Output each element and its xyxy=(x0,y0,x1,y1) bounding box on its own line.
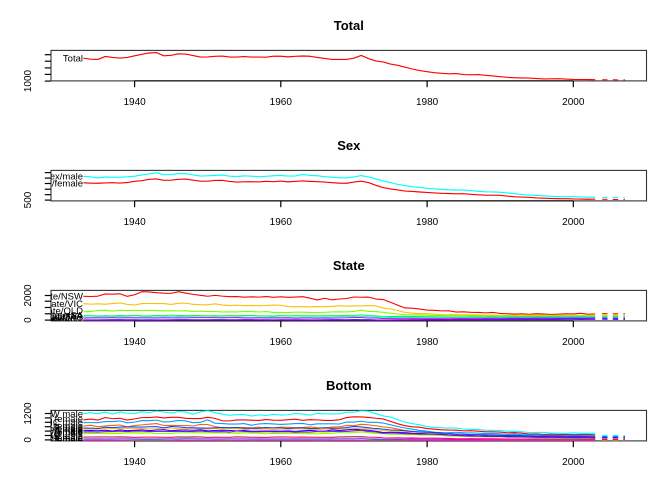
svg-text:State/ACT: State/ACT xyxy=(39,315,83,326)
svg-text:State/WA: State/WA xyxy=(43,312,83,323)
svg-text:State: State xyxy=(333,258,365,273)
svg-text:1000: 1000 xyxy=(23,69,34,92)
svg-text:ACT female: ACT female xyxy=(33,435,83,446)
svg-text:VIC female: VIC female xyxy=(36,421,83,432)
svg-text:NSW female: NSW female xyxy=(30,414,83,425)
svg-text:1960: 1960 xyxy=(270,97,293,108)
svg-text:TAS female: TAS female xyxy=(34,433,83,444)
svg-text:1980: 1980 xyxy=(416,457,439,468)
svg-text:QLD female: QLD female xyxy=(32,424,83,435)
svg-text:SA male: SA male xyxy=(48,425,83,436)
svg-text:1960: 1960 xyxy=(270,217,293,228)
svg-text:State/QLD: State/QLD xyxy=(39,306,83,317)
svg-text:1960: 1960 xyxy=(270,337,293,348)
svg-text:Total: Total xyxy=(334,18,364,33)
svg-text:TAS male: TAS male xyxy=(42,432,83,443)
svg-text:0: 0 xyxy=(23,437,34,443)
svg-text:2000: 2000 xyxy=(562,217,585,228)
svg-text:1960: 1960 xyxy=(270,457,293,468)
svg-text:Sex/male: Sex/male xyxy=(43,171,83,182)
svg-text:State/NT: State/NT xyxy=(46,314,84,325)
svg-text:Sex: Sex xyxy=(337,138,361,153)
svg-text:State/NSW: State/NSW xyxy=(36,291,83,302)
svg-text:1940: 1940 xyxy=(123,217,146,228)
svg-text:1980: 1980 xyxy=(416,217,439,228)
svg-text:2000: 2000 xyxy=(562,97,585,108)
svg-text:State/SA: State/SA xyxy=(46,310,84,321)
svg-text:WA female: WA female xyxy=(37,428,83,439)
svg-text:1200: 1200 xyxy=(23,402,34,425)
svg-text:WA male: WA male xyxy=(45,426,83,437)
svg-text:2000: 2000 xyxy=(23,284,34,307)
svg-text:1940: 1940 xyxy=(123,97,146,108)
svg-text:SA female: SA female xyxy=(40,427,83,438)
svg-text:NT female: NT female xyxy=(39,435,83,446)
svg-text:State/VIC: State/VIC xyxy=(42,299,83,310)
svg-text:State/TAS: State/TAS xyxy=(40,313,83,324)
svg-text:QLD male: QLD male xyxy=(40,423,83,434)
svg-text:1980: 1980 xyxy=(416,337,439,348)
svg-text:1980: 1980 xyxy=(416,97,439,108)
svg-text:1940: 1940 xyxy=(123,457,146,468)
svg-text:1940: 1940 xyxy=(123,337,146,348)
svg-text:2000: 2000 xyxy=(562,337,585,348)
svg-text:2000: 2000 xyxy=(562,457,585,468)
svg-text:Total: Total xyxy=(63,54,83,65)
svg-text:ACT male: ACT male xyxy=(41,435,83,446)
svg-text:0: 0 xyxy=(23,317,34,323)
svg-text:VIC male: VIC male xyxy=(44,417,83,428)
svg-text:500: 500 xyxy=(23,191,34,208)
svg-text:NT male: NT male xyxy=(47,434,83,445)
svg-text:Bottom: Bottom xyxy=(326,378,372,393)
svg-text:Sex/female: Sex/female xyxy=(35,179,83,190)
svg-text:NSW male: NSW male xyxy=(38,409,83,420)
